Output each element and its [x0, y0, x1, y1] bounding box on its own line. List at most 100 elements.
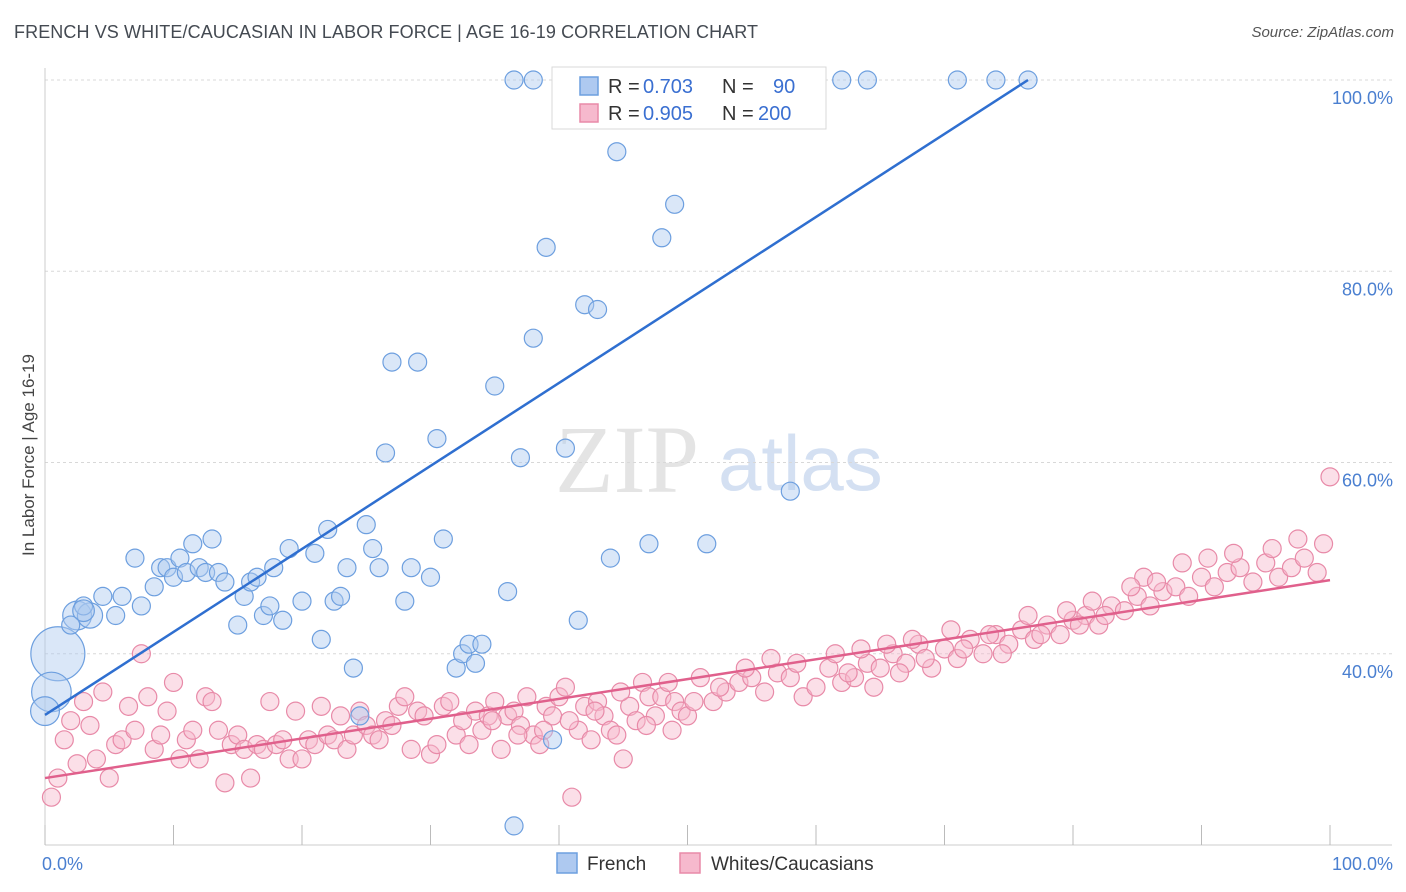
french-point-23 — [228, 615, 248, 635]
french-point-55 — [465, 653, 486, 673]
x-tick-label-0: 0.0% — [42, 854, 83, 874]
white-point-146 — [1281, 558, 1302, 578]
french-point-9 — [125, 548, 145, 568]
axes — [44, 68, 1392, 846]
white-point-134 — [1127, 586, 1147, 606]
white-point-54 — [388, 696, 408, 716]
white-point-95 — [652, 687, 672, 707]
french-point-41 — [356, 515, 376, 535]
white-point-74 — [517, 687, 537, 707]
white-point-101 — [703, 691, 723, 712]
french-point-53 — [453, 644, 473, 664]
watermark: ZIP atlas — [555, 406, 883, 513]
white-point-170 — [710, 677, 730, 697]
white-point-63 — [446, 725, 466, 745]
white-point-145 — [1268, 567, 1289, 587]
french-point-13 — [157, 558, 177, 578]
white-point-171 — [684, 691, 704, 712]
french-point-44 — [375, 443, 396, 463]
french-point-50 — [427, 428, 447, 449]
y-tick-label-2: 80.0% — [1342, 279, 1393, 299]
series-french — [30, 70, 1038, 836]
white-point-149 — [1313, 534, 1334, 554]
white-point-172 — [662, 720, 682, 740]
white-point-58 — [414, 706, 434, 726]
y-tick-label-1: 60.0% — [1342, 471, 1393, 491]
bottom-legend: French Whites/Caucasians — [556, 852, 874, 875]
french-point-11 — [144, 577, 164, 597]
french-point-16 — [176, 562, 196, 583]
white-point-152 — [1198, 548, 1218, 568]
french-point-57 — [485, 376, 505, 396]
white-point-143 — [1243, 572, 1263, 592]
white-point-46 — [337, 739, 357, 759]
white-point-106 — [767, 663, 788, 683]
white-point-162 — [1121, 577, 1141, 597]
white-point-103 — [729, 672, 749, 693]
white-point-185 — [992, 644, 1012, 664]
white-point-16 — [144, 739, 164, 759]
white-point-168 — [761, 648, 781, 669]
trend-lines — [44, 78, 1331, 780]
french-point-14 — [163, 567, 184, 587]
french-point-43 — [369, 558, 389, 578]
french-point-22 — [215, 572, 235, 592]
white-point-144 — [1256, 553, 1276, 573]
white-point-15 — [138, 687, 158, 707]
chart-title: FRENCH VS WHITE/CAUCASIAN IN LABOR FORCE… — [14, 22, 759, 42]
white-point-4 — [67, 754, 87, 774]
french-point-8 — [112, 586, 132, 606]
white-point-91 — [626, 711, 646, 731]
french-point-46 — [395, 591, 415, 611]
white-point-31 — [241, 768, 261, 788]
white-point-86 — [594, 706, 614, 726]
french-point-87 — [523, 70, 543, 90]
french-point-47 — [401, 558, 421, 578]
white-point-118 — [922, 658, 942, 678]
french-point-68 — [600, 548, 621, 568]
white-point-55 — [395, 687, 415, 707]
white-point-21 — [176, 730, 196, 750]
white-point-5 — [73, 691, 94, 712]
french-point-79 — [857, 70, 878, 90]
white-point-142 — [1230, 558, 1250, 578]
y-tick-label-0: 40.0% — [1342, 662, 1393, 682]
white-point-6 — [80, 715, 100, 736]
white-point-90 — [620, 696, 640, 716]
french-point-33 — [305, 543, 325, 563]
french-point-48 — [408, 352, 428, 372]
white-point-11 — [112, 730, 132, 750]
french-point-49 — [420, 567, 441, 587]
y-tick-label-3: 100.0% — [1332, 88, 1393, 108]
white-point-150 — [1134, 567, 1154, 587]
french-point-31 — [279, 538, 299, 559]
french-point-38 — [337, 558, 357, 578]
french-point-88 — [72, 599, 95, 623]
white-point-64 — [453, 711, 473, 731]
french-point-45 — [382, 352, 402, 372]
white-point-136 — [1153, 581, 1173, 602]
bottom-legend-swatch-white — [679, 852, 701, 874]
white-point-114 — [870, 658, 890, 678]
white-point-59 — [420, 744, 441, 764]
white-point-17 — [151, 725, 171, 745]
white-point-174 — [611, 682, 631, 702]
french-point-62 — [536, 237, 556, 257]
white-point-42 — [311, 696, 331, 716]
white-point-186 — [1031, 625, 1051, 645]
white-point-140 — [1204, 577, 1224, 597]
french-point-39 — [343, 658, 363, 678]
legend-swatch-white — [579, 103, 599, 123]
white-point-151 — [1172, 553, 1192, 573]
white-point-7 — [86, 749, 107, 769]
french-point-6 — [93, 586, 113, 606]
french-point-70 — [639, 534, 659, 554]
french-point-67 — [587, 299, 608, 320]
french-point-81 — [986, 70, 1006, 90]
white-point-137 — [1166, 577, 1186, 597]
white-point-128 — [1050, 625, 1070, 645]
french-point-65 — [568, 610, 588, 630]
white-point-65 — [459, 734, 479, 755]
white-point-122 — [973, 644, 993, 664]
white-point-19 — [163, 672, 184, 693]
